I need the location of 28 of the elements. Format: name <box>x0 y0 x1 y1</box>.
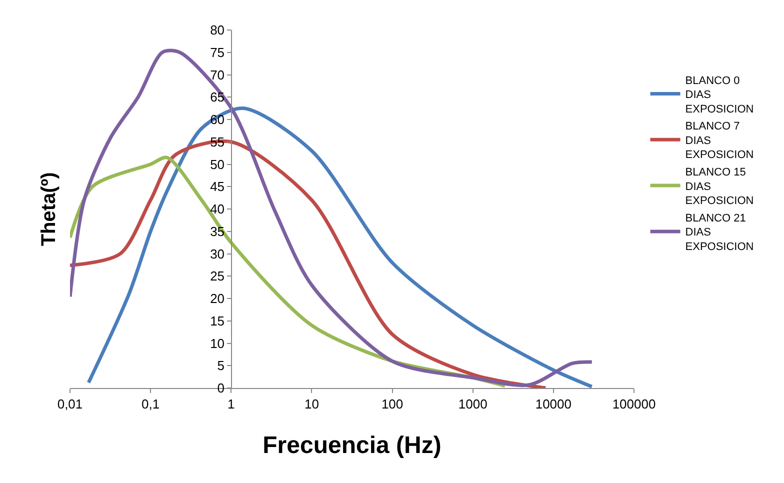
y-tick-label: 5 <box>217 358 225 374</box>
y-tick-label: 40 <box>210 202 225 217</box>
y-tick-label: 0 <box>217 380 225 396</box>
x-axis-title: Frecuencia (Hz) <box>262 432 442 459</box>
x-tick-label: 100000 <box>612 396 656 412</box>
x-tick-label: 0,01 <box>57 396 83 412</box>
y-tick-label: 50 <box>210 156 225 172</box>
y-tick-label: 30 <box>210 246 225 262</box>
x-tick-label: 100 <box>381 396 404 412</box>
x-tick-label: 10 <box>304 396 319 412</box>
y-axis-title: Theta(º) <box>38 172 60 246</box>
y-tick-label: 65 <box>210 90 225 105</box>
y-tick-label: 45 <box>210 179 225 194</box>
x-tick-label: 1000 <box>458 396 488 412</box>
y-tick-label: 70 <box>210 67 225 82</box>
legend-label: BLANCO 15 DIAS EXPOSICION <box>685 166 754 208</box>
y-tick-label: 80 <box>210 22 225 38</box>
legend-label: BLANCO 7 DIAS EXPOSICION <box>685 120 754 162</box>
legend-label: BLANCO 21 DIAS EXPOSICION <box>685 212 754 254</box>
y-tick-label: 20 <box>210 291 225 306</box>
x-tick-label: 0,1 <box>142 396 160 412</box>
x-tick-label: 10000 <box>535 396 572 412</box>
y-tick-label: 15 <box>210 313 225 328</box>
x-tick-label: 1 <box>228 396 235 412</box>
y-tick-label: 10 <box>210 336 225 351</box>
legend-label: BLANCO 0 DIAS EXPOSICION <box>685 74 754 116</box>
y-tick-label: 75 <box>210 44 225 60</box>
y-tick-label: 25 <box>210 268 225 284</box>
